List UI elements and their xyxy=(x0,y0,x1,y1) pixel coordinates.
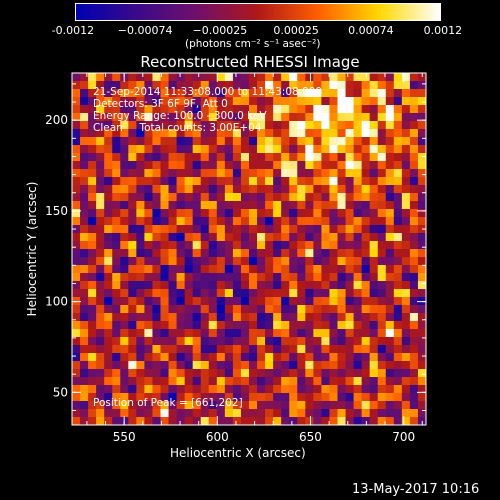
colorbar-tick-label: −0.00025 xyxy=(192,24,248,37)
chart-title: Reconstructed RHESSI Image xyxy=(140,53,360,71)
x-tick-label: 650 xyxy=(299,430,322,444)
colorbar-tick-label: 0.00074 xyxy=(348,24,394,37)
colorbar-tick-label: −0.00074 xyxy=(117,24,173,37)
x-tick-label: 700 xyxy=(392,430,415,444)
plot-frame xyxy=(71,72,427,426)
annotation-energy-range: Energy Range: 100.0 - 300.0 keV xyxy=(93,110,267,122)
y-tick-label: 200 xyxy=(45,113,68,127)
annotation-time-range: 21-Sep-2014 11:33:08.000 to 11:43:08.000 xyxy=(93,86,323,98)
timestamp: 13-May-2017 10:16 xyxy=(352,482,480,497)
y-tick-label: 150 xyxy=(45,204,68,218)
colorbar-tick-label: 0.00025 xyxy=(273,24,319,37)
heatmap-image xyxy=(72,73,427,426)
x-tick-label: 600 xyxy=(206,430,229,444)
annotation-detectors: Detectors: 3F 6F 9F, Att 0 xyxy=(93,98,228,110)
y-tick-label: 50 xyxy=(53,385,68,399)
colorbar xyxy=(75,3,441,21)
colorbar-label: (photons cm⁻² s⁻¹ asec⁻²) xyxy=(185,38,321,50)
colorbar-tick-label: 0.0012 xyxy=(423,24,463,37)
y-axis-label: Heliocentric Y (arcsec) xyxy=(25,181,39,317)
axis-ticks: 550 600 650 700 50 100 150 200 xyxy=(45,73,426,444)
x-tick-label: 550 xyxy=(113,430,136,444)
x-axis-label: Heliocentric X (arcsec) xyxy=(170,446,306,460)
colorbar-tick-label: -0.0012 xyxy=(51,24,95,37)
annotation-clean-counts: Clean Total counts: 3.00E+04 xyxy=(93,122,262,134)
y-tick-label: 100 xyxy=(45,295,68,309)
annotation-peak-position: Position of Peak = [661,202] xyxy=(93,397,243,409)
